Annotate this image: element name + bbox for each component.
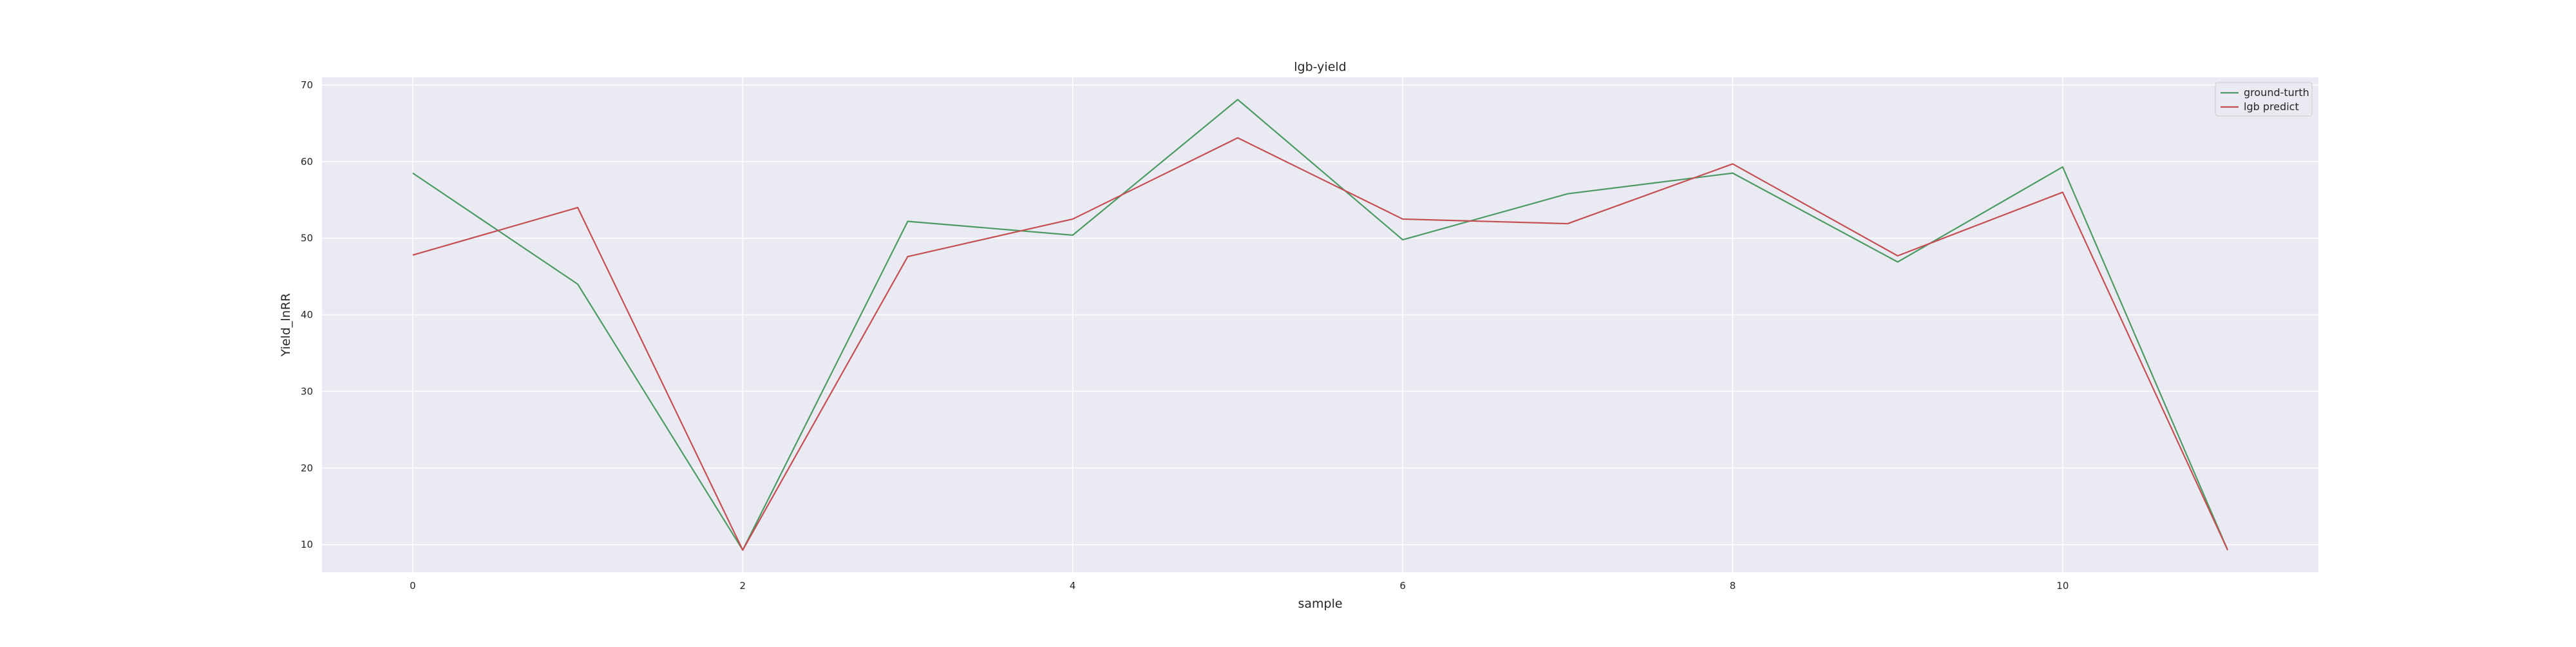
x-tick-label: 8 xyxy=(1730,580,1736,592)
series-line-0 xyxy=(412,99,2229,551)
legend-label-ground-truth: ground-turth xyxy=(2244,86,2309,99)
y-tick-label: 50 xyxy=(301,233,313,244)
series-lines xyxy=(412,99,2229,551)
x-tick-label: 2 xyxy=(740,580,746,592)
x-tick-label: 4 xyxy=(1070,580,1076,592)
y-tick-label: 60 xyxy=(301,156,313,168)
gridlines xyxy=(322,77,2318,572)
x-tick-label: 0 xyxy=(410,580,416,592)
y-tick-label: 20 xyxy=(301,462,313,474)
legend-label-lgb-predict: lgb predict xyxy=(2244,101,2299,113)
y-tick-label: 30 xyxy=(301,385,313,397)
chart-title: lgb-yield xyxy=(1294,60,1346,74)
series-line-1 xyxy=(412,137,2229,551)
legend-box xyxy=(2215,82,2313,117)
legend: ground-turth lgb predict xyxy=(2215,82,2313,117)
x-tick-label: 6 xyxy=(1399,580,1406,592)
y-tick-label: 40 xyxy=(301,309,313,321)
plot-background xyxy=(322,77,2318,572)
y-axis-ticks: 10 20 30 40 50 60 70 xyxy=(301,79,313,550)
y-axis-label: Yield_lnRR xyxy=(279,293,293,357)
y-tick-label: 10 xyxy=(301,539,313,550)
x-tick-label: 10 xyxy=(2056,580,2069,592)
y-tick-label: 70 xyxy=(301,79,313,91)
x-axis-ticks: 0 2 4 6 8 10 xyxy=(410,580,2069,592)
x-axis-label: sample xyxy=(1298,597,1342,611)
